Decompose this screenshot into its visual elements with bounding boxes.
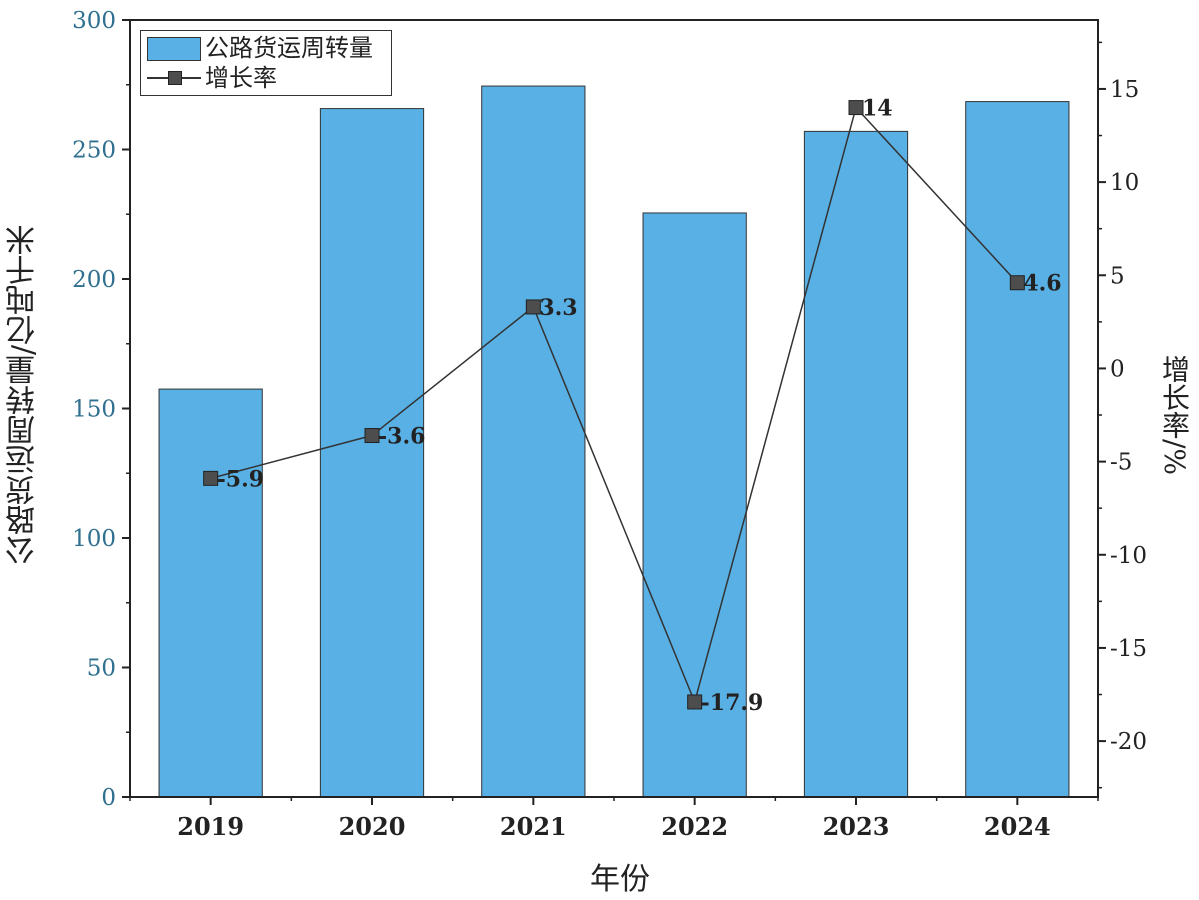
y-left-tick-label: 300 [72,8,116,34]
growth-rate-marker-2019 [203,470,219,486]
y-left-tick-label: 100 [72,526,116,552]
y-left-tick-label: 200 [72,267,116,293]
x-tick-label: 2021 [500,812,567,841]
legend-bar-label: 公路货运周转量 [205,34,373,62]
growth-rate-data-label: 4.6 [1023,271,1061,297]
growth-rate-marker-2024 [1009,275,1025,291]
y-right-tick-label: -10 [1110,543,1147,569]
bar-2023 [803,130,909,798]
x-tick-label: 2022 [661,812,728,841]
y-left-tick-label: 250 [72,138,116,164]
bar-2020 [319,108,425,798]
growth-rate-data-label: -3.6 [378,424,425,450]
growth-rate-data-label: 3.3 [539,295,577,321]
y-axis-left-label: 公路货运周转量/亿吨千米 [6,224,41,566]
x-tick-label: 2024 [984,812,1051,841]
y-right-tick-label: 15 [1110,77,1139,103]
growth-rate-line [210,106,1018,705]
x-tick-label: 2019 [177,812,244,841]
x-tick-label: 2023 [823,812,890,841]
growth-rate-data-label: 14 [862,96,893,122]
legend-item-line: 增长率 [141,63,391,93]
x-tick-label: 2020 [339,812,406,841]
y-right-tick-label: -15 [1110,636,1147,662]
plot-frame [129,19,1099,798]
legend-line-label: 增长率 [205,64,277,92]
y-right-tick-label: 5 [1110,263,1125,289]
y-right-tick-label: -20 [1110,729,1147,755]
legend-bar-swatch [147,37,201,61]
legend-item-bar: 公路货运周转量 [141,33,391,63]
y-left-tick-label: 0 [101,785,116,811]
growth-rate-marker-2021 [525,299,541,315]
growth-rate-data-label: -5.9 [217,466,264,492]
bar-2019 [158,388,263,798]
y-right-tick-label: 10 [1110,170,1139,196]
growth-rate-marker-2023 [848,100,864,116]
x-axis-label: 年份 [590,862,650,897]
y-left-tick-label: 50 [87,656,116,682]
y-right-tick-label: -5 [1110,450,1132,476]
legend: 公路货运周转量 增长率 [140,30,392,96]
bar-2024 [965,101,1070,798]
y-right-tick-label: 0 [1110,356,1125,382]
y-axis-right-label: 增长率/% [1158,354,1191,476]
y-left-tick-label: 150 [72,397,116,423]
growth-rate-data-label: -17.9 [701,690,764,716]
legend-line-marker [168,71,182,85]
growth-rate-marker-2020 [364,428,380,444]
growth-rate-marker-2022 [687,694,703,710]
bar-2021 [481,85,586,798]
